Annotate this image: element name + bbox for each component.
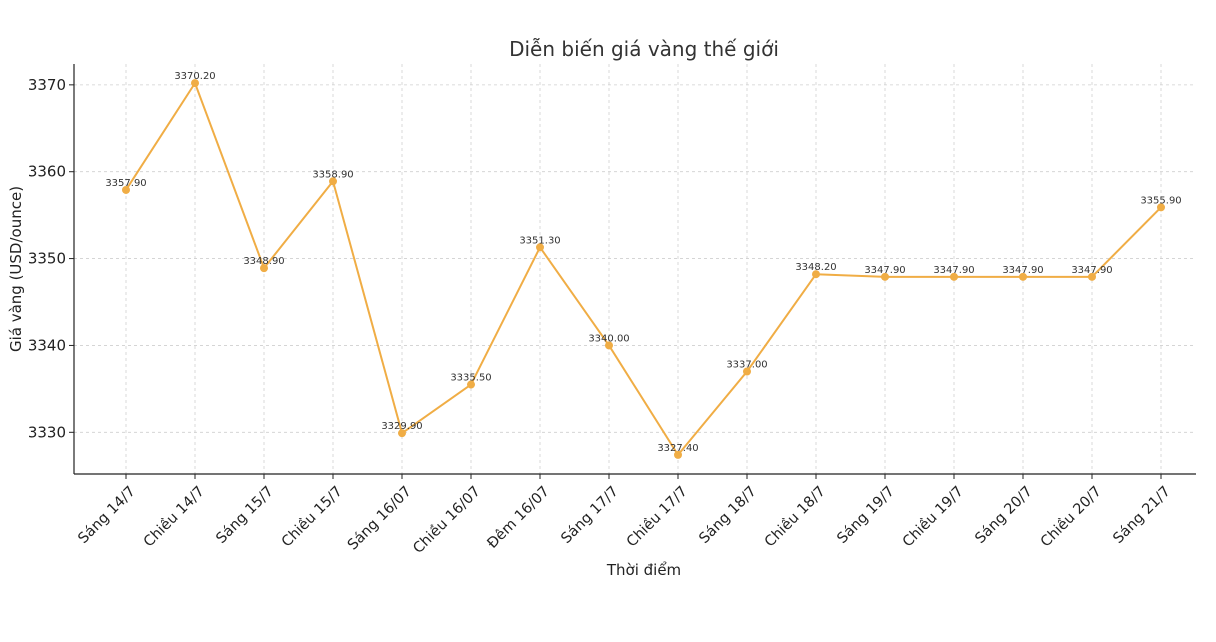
- data-point: [812, 270, 820, 279]
- x-tick-label: Sáng 18/7: [696, 484, 759, 547]
- data-label: 3347.90: [1071, 265, 1112, 276]
- x-tick-label: Sáng 19/7: [834, 484, 897, 547]
- x-tick-label: Chiều 17/7: [623, 483, 691, 551]
- data-label: 3348.20: [795, 262, 836, 273]
- x-axis-label: Thời điểm: [606, 561, 681, 579]
- series: [122, 79, 1165, 459]
- data-label: 3348.90: [243, 256, 284, 267]
- x-tick-label: Sáng 16/07: [345, 484, 415, 554]
- y-axis-ticks: 3330 3340 3350 3360 3370: [28, 76, 74, 441]
- data-point: [122, 185, 130, 194]
- data-point: [467, 380, 475, 389]
- data-label: 3329.90: [381, 421, 422, 432]
- series-line: [125, 82, 1162, 456]
- x-tick-label: Chiều 16/07: [410, 483, 484, 557]
- data-label: 3337.00: [726, 360, 767, 371]
- data-labels: 3357.90 3370.20 3348.90 3358.90 3329.90 3335.…: [105, 71, 1181, 454]
- x-tick-label: Đêm 16/07: [484, 484, 552, 552]
- data-point: [881, 272, 889, 281]
- data-label: 3347.90: [864, 265, 905, 276]
- data-label: 3358.90: [312, 169, 353, 180]
- chart-title: Diễn biến giá vàng thế giới: [509, 37, 779, 61]
- x-tick-label: Chiều 20/7: [1037, 483, 1105, 551]
- data-point: [605, 341, 613, 350]
- data-label: 3370.20: [174, 71, 215, 82]
- y-axis-label: Giá vàng (USD/ounce): [7, 186, 25, 352]
- data-label: 3327.40: [657, 443, 698, 454]
- x-tick-label: Chiều 18/7: [761, 483, 829, 551]
- data-label: 3335.50: [450, 373, 491, 384]
- y-tick-label: 3340: [28, 336, 66, 354]
- data-point: [329, 177, 337, 186]
- x-tick-label: Chiều 19/7: [899, 483, 967, 551]
- data-label: 3347.90: [933, 265, 974, 276]
- data-label: 3351.30: [519, 235, 560, 246]
- data-point: [950, 272, 958, 281]
- data-point: [1019, 272, 1027, 281]
- data-label: 3347.90: [1002, 265, 1043, 276]
- x-axis-ticks: Sáng 14/7 Chiều 14/7 Sáng 15/7 Chiều 15/7 Sá…: [75, 474, 1174, 557]
- x-tick-label: Sáng 20/7: [972, 484, 1035, 547]
- data-label: 3340.00: [588, 333, 629, 344]
- axes: [73, 64, 1196, 475]
- x-tick-label: Sáng 15/7: [213, 484, 276, 547]
- y-tick-label: 3350: [28, 250, 66, 268]
- data-point: [1157, 203, 1165, 212]
- y-tick-label: 3360: [28, 163, 66, 181]
- data-point: [674, 450, 682, 459]
- data-point: [398, 429, 406, 438]
- data-point: [743, 367, 751, 376]
- x-tick-label: Chiều 14/7: [140, 483, 208, 551]
- data-point: [260, 264, 268, 273]
- y-tick-label: 3330: [28, 423, 66, 441]
- data-label: 3355.90: [1140, 195, 1181, 206]
- x-tick-label: Sáng 21/7: [1110, 484, 1173, 547]
- y-tick-label: 3370: [28, 76, 66, 94]
- x-tick-label: Sáng 14/7: [75, 484, 138, 547]
- data-label: 3357.90: [105, 178, 146, 189]
- x-tick-label: Sáng 17/7: [558, 484, 621, 547]
- data-point: [1088, 272, 1096, 281]
- data-point: [191, 79, 199, 88]
- data-point: [536, 243, 544, 252]
- x-tick-label: Chiều 15/7: [278, 483, 346, 551]
